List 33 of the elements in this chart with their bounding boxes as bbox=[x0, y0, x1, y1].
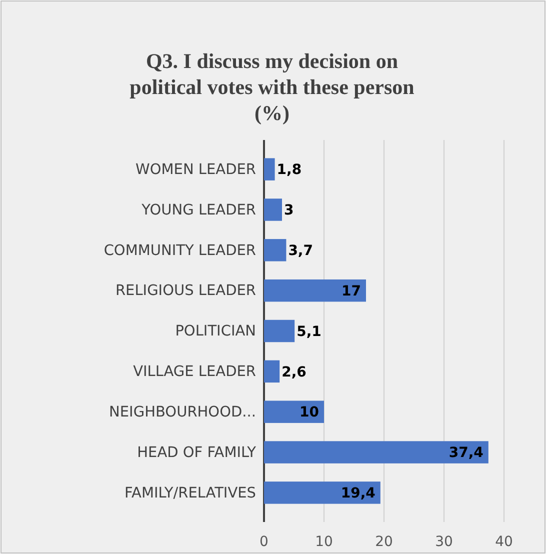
data-label: 1,8 bbox=[276, 162, 302, 178]
bar bbox=[264, 441, 488, 464]
x-tick-label: 40 bbox=[495, 534, 513, 550]
bar bbox=[264, 198, 282, 221]
bar bbox=[264, 158, 275, 180]
bar bbox=[264, 482, 380, 504]
y-tick-label: YOUNG LEADER bbox=[140, 202, 256, 218]
bar bbox=[264, 400, 324, 423]
data-label: 17 bbox=[342, 283, 361, 300]
y-tick-label: RELIGIOUS LEADER bbox=[115, 283, 256, 300]
y-tick-label: NEIGHBOURHOOD... bbox=[109, 404, 256, 420]
data-label: 3 bbox=[284, 202, 294, 219]
bar bbox=[264, 239, 286, 262]
x-tick-label: 20 bbox=[375, 534, 393, 550]
bar bbox=[264, 360, 280, 383]
data-label: 2,6 bbox=[282, 364, 306, 380]
data-label: 19,4 bbox=[340, 486, 376, 502]
bar bbox=[264, 320, 295, 342]
bar bbox=[264, 279, 366, 302]
x-tick-label: 0 bbox=[260, 534, 268, 550]
data-label: 3,7 bbox=[288, 243, 314, 260]
data-label: 5,1 bbox=[296, 324, 322, 340]
chart-title: Q3. I discuss my decision on political votes with these person (%) bbox=[130, 49, 415, 125]
y-tick-label: COMMUNITY LEADER bbox=[104, 242, 256, 259]
data-label: 37,4 bbox=[448, 445, 484, 462]
y-tick-label: POLITICIAN bbox=[175, 324, 256, 340]
y-tick-label: FAMILY/RELATIVES bbox=[124, 485, 256, 502]
y-tick-label: WOMEN LEADER bbox=[136, 162, 256, 178]
x-tick-label: 30 bbox=[435, 534, 453, 550]
y-tick-label: HEAD OF FAMILY bbox=[137, 444, 256, 461]
y-tick-label: VILLAGE LEADER bbox=[133, 364, 256, 380]
data-label: 10 bbox=[300, 404, 320, 421]
x-tick-label: 10 bbox=[315, 534, 333, 550]
